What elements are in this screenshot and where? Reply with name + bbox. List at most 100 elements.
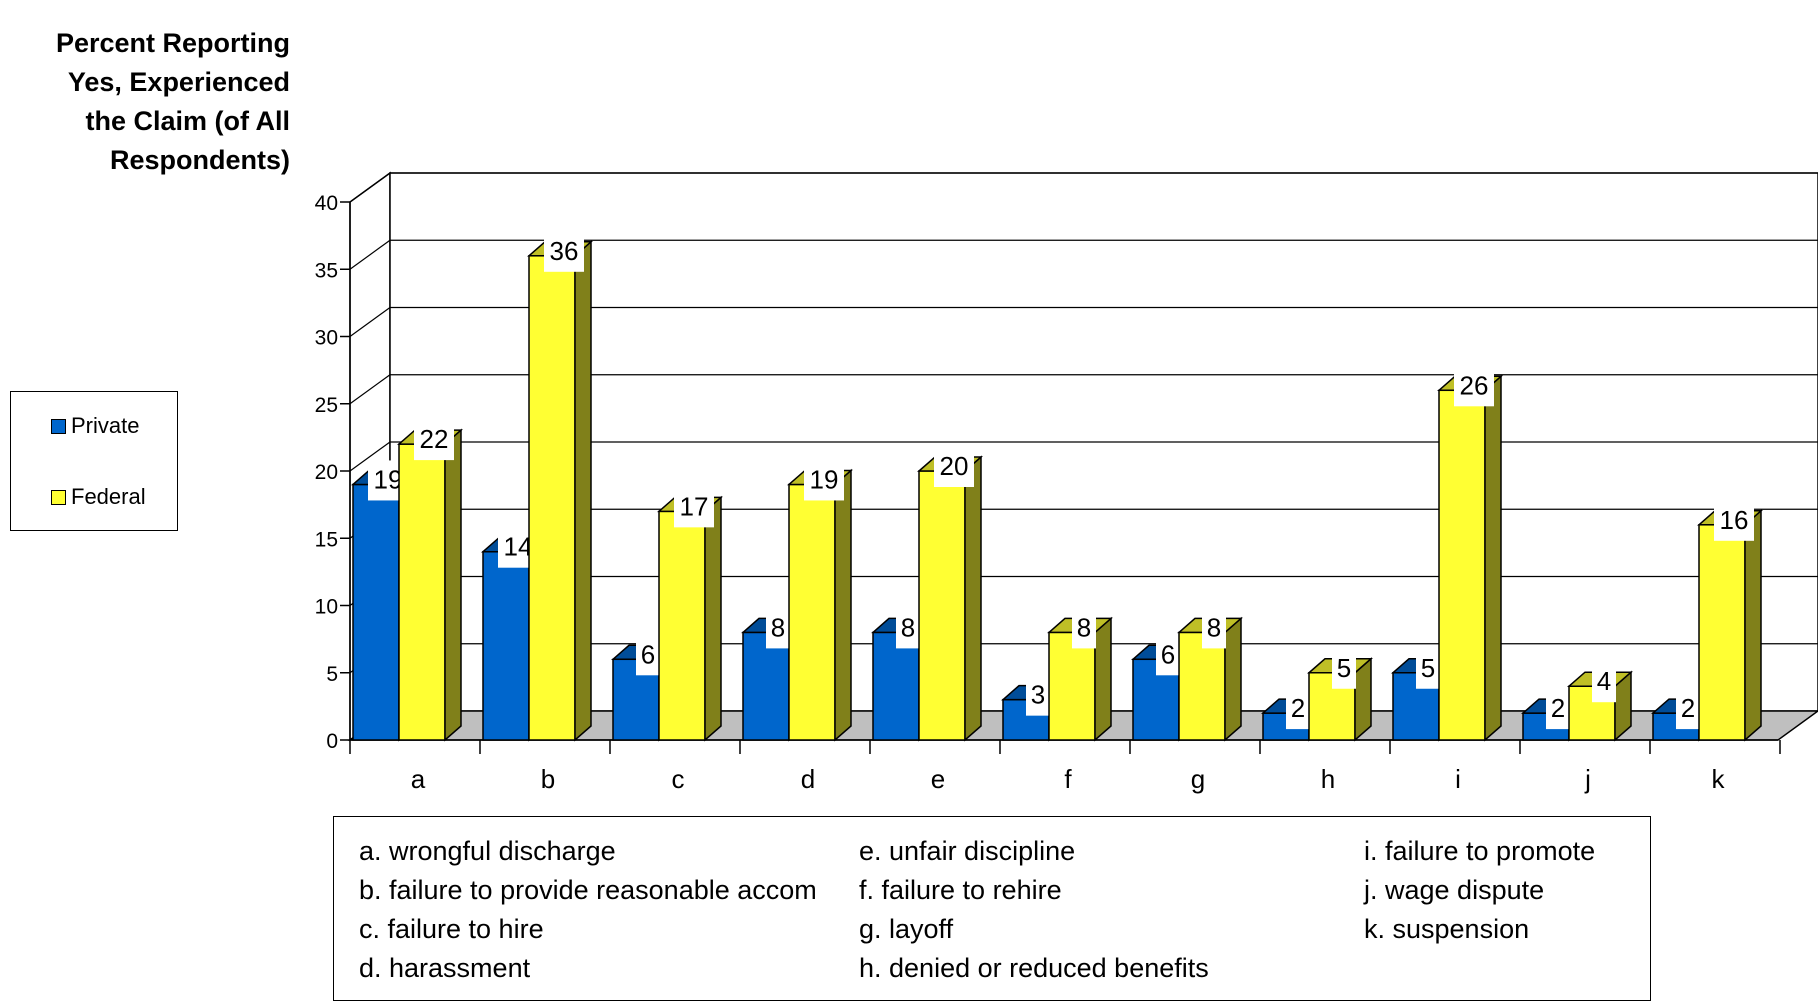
- bar-federal-a: 22: [397, 420, 463, 742]
- gridline-side: [349, 441, 391, 472]
- gridline-side: [349, 307, 391, 337]
- data-label: 2: [1291, 693, 1305, 723]
- x-tick-label: b: [541, 764, 555, 794]
- data-label: 14: [504, 532, 533, 562]
- y-axis-title: Percent Reporting Yes, Experienced the C…: [55, 28, 290, 175]
- bar-side: [1094, 616, 1112, 742]
- bar-front: [352, 483, 400, 741]
- x-tick-label: k: [1712, 764, 1726, 794]
- data-label: 36: [550, 236, 579, 266]
- key-column-2: e. unfair discipline f. failure to rehir…: [859, 832, 1209, 988]
- bar-federal-b: 36: [527, 231, 593, 742]
- data-label: 6: [1161, 639, 1175, 669]
- data-label: 5: [1337, 653, 1351, 683]
- x-tick-label: i: [1455, 764, 1461, 794]
- data-label-bg: [1202, 608, 1226, 649]
- bar-front: [1178, 631, 1226, 741]
- key-item: j. wage dispute: [1364, 875, 1545, 905]
- bar-front: [872, 631, 920, 741]
- key-item: h. denied or reduced benefits: [859, 953, 1209, 983]
- bar-front: [528, 255, 576, 741]
- key-column-1: a. wrongful discharge b. failure to prov…: [359, 832, 817, 988]
- key-item: e. unfair discipline: [859, 836, 1076, 866]
- bar-federal-k: 16: [1697, 500, 1763, 742]
- bar-side: [964, 455, 982, 742]
- bar-side: [444, 428, 462, 742]
- x-tick-label: c: [672, 764, 685, 794]
- bar-side: [704, 495, 722, 742]
- data-label: 19: [374, 464, 403, 494]
- data-label-bg: [414, 420, 454, 461]
- data-label-bg: [674, 487, 714, 528]
- legend-label-private: Private: [71, 413, 140, 438]
- bar-side: [1484, 374, 1502, 742]
- bar-front: [918, 470, 966, 741]
- data-label: 19: [810, 464, 839, 494]
- bar-front: [658, 510, 706, 741]
- gridline-side: [349, 172, 391, 203]
- data-label-bg: [1546, 689, 1570, 730]
- data-label: 22: [420, 424, 449, 454]
- bar-side: [574, 240, 592, 742]
- gridline-side: [349, 239, 391, 270]
- key-item: k. suspension: [1364, 914, 1530, 944]
- data-label-bg: [896, 608, 920, 649]
- bar-federal-i: 26: [1437, 366, 1503, 742]
- key-item: b. failure to provide reasonable accom: [359, 875, 817, 905]
- bar-federal-f: 8: [1047, 608, 1113, 742]
- legend-swatch-federal: [51, 489, 66, 505]
- data-label-bg: [544, 231, 584, 272]
- legend-swatch-private: [51, 418, 66, 434]
- bar-side: [834, 468, 852, 742]
- bar-front: [788, 483, 836, 741]
- data-label-bg: [1714, 500, 1754, 541]
- bar-federal-c: 17: [657, 487, 723, 742]
- data-label: 4: [1597, 666, 1611, 696]
- data-label-bg: [1416, 648, 1440, 689]
- data-label-bg: [1332, 648, 1356, 689]
- bar-side: [1744, 509, 1762, 742]
- data-label-bg: [934, 447, 974, 487]
- data-label: 8: [1077, 612, 1091, 642]
- bar-federal-e: 20: [917, 447, 983, 742]
- data-label: 16: [1720, 505, 1749, 535]
- bar-side: [1224, 616, 1242, 742]
- x-tick-label: e: [931, 764, 945, 794]
- key-item: d. harassment: [359, 953, 531, 983]
- bar-front: [1698, 524, 1746, 741]
- y-tick-label: 0: [326, 730, 338, 753]
- legend-item-federal: Federal: [51, 484, 146, 509]
- data-label-bg: [1072, 608, 1096, 649]
- x-tick-label: g: [1191, 764, 1205, 794]
- bar-federal-d: 19: [787, 460, 853, 742]
- bar-front: [1048, 631, 1096, 741]
- data-label: 2: [1551, 693, 1565, 723]
- x-tick-label: h: [1321, 764, 1335, 794]
- y-tick-label: 5: [326, 663, 338, 686]
- data-label-bg: [1286, 689, 1310, 730]
- legend-item-private: Private: [51, 413, 140, 438]
- legend-label-federal: Federal: [71, 484, 146, 509]
- data-label-bg: [804, 460, 844, 501]
- bar-federal-g: 8: [1177, 608, 1243, 742]
- x-tick-label: a: [411, 764, 426, 794]
- gridline-side: [349, 374, 391, 405]
- data-label-bg: [636, 635, 660, 676]
- bar-federal-j: 4: [1567, 662, 1633, 742]
- bar-federal-h: 5: [1307, 648, 1373, 742]
- data-label: 26: [1460, 370, 1489, 400]
- data-label-bg: [1592, 662, 1616, 703]
- data-label: 17: [680, 491, 709, 521]
- bar-front: [482, 550, 530, 741]
- data-label-bg: [1156, 635, 1180, 676]
- data-label-bg: [1026, 675, 1050, 716]
- key-column-3: i. failure to promote j. wage dispute k.…: [1364, 832, 1595, 949]
- y-tick-label: 10: [315, 596, 338, 619]
- key-item: f. failure to rehire: [859, 875, 1062, 905]
- key-item: g. layoff: [859, 914, 954, 944]
- data-label: 6: [641, 639, 655, 669]
- bar-front: [742, 631, 790, 741]
- key-item: a. wrongful discharge: [359, 836, 616, 866]
